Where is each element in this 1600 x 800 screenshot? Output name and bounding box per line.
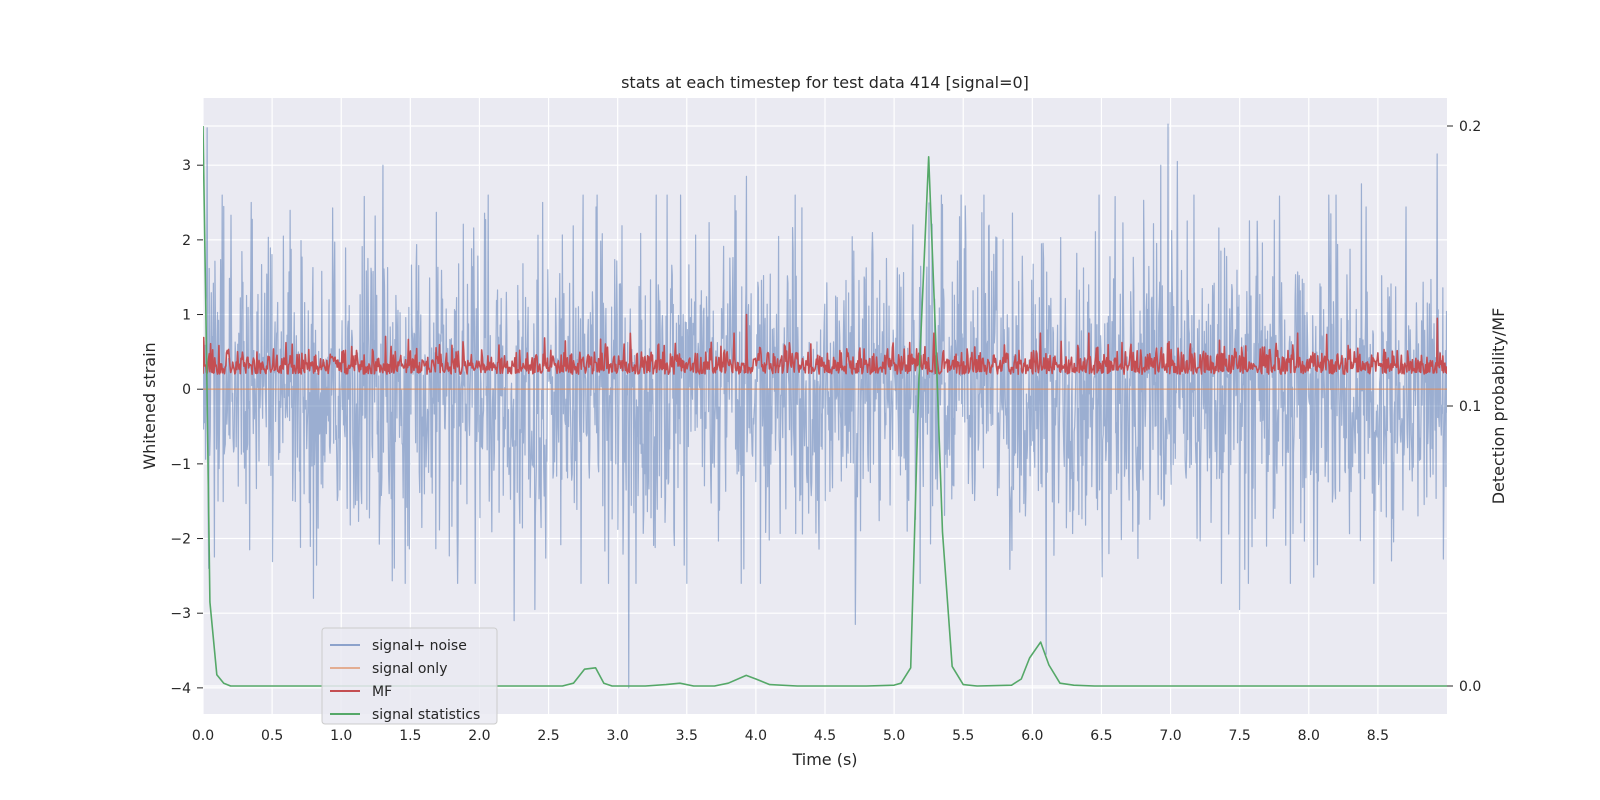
legend-box [321, 627, 498, 725]
chart-title: stats at each timestep for test data 414… [621, 73, 1029, 92]
y-axis-right: 0.2 0.1 0.0 [1447, 119, 1481, 695]
x-tick-label: 2.5 [537, 728, 559, 744]
x-tick-label: 4.0 [745, 728, 767, 744]
y-tick-label: 1 [182, 308, 191, 324]
x-tick-label: 8.0 [1298, 728, 1320, 744]
series-layer [203, 123, 1447, 689]
x-axis-title: Time (s) [791, 750, 857, 769]
y-tick-label: −2 [170, 532, 191, 548]
legend-label-mf: MF [372, 684, 392, 700]
x-tick-label: 3.5 [676, 728, 698, 744]
y-axis-title: Whitened strain [140, 342, 159, 469]
y2-tick-label: 0.2 [1459, 119, 1481, 135]
y-tick-label: −4 [170, 681, 191, 697]
y-tick-label: −3 [170, 606, 191, 622]
y-axis-left: 3 2 1 0 −1 −2 −3 −4 [170, 158, 203, 697]
y-tick-label: 0 [182, 382, 191, 398]
x-tick-label: 1.0 [330, 728, 352, 744]
y-tick-label: 2 [182, 233, 191, 249]
x-tick-label: 8.5 [1367, 728, 1389, 744]
x-tick-label: 0.5 [261, 728, 283, 744]
legend-label-signal-only: signal only [372, 661, 447, 677]
legend: signal+ noise signal only MF signal statist… [321, 627, 498, 725]
x-tick-label: 2.0 [468, 728, 490, 744]
y-tick-label: −1 [170, 457, 191, 473]
x-tick-label: 5.5 [952, 728, 974, 744]
x-tick-label: 3.0 [607, 728, 629, 744]
y2-tick-label: 0.0 [1459, 679, 1481, 695]
x-tick-label: 1.5 [399, 728, 421, 744]
x-tick-label: 5.0 [883, 728, 905, 744]
x-tick-label: 6.5 [1090, 728, 1112, 744]
y2-axis-title: Detection probability/MF [1489, 308, 1508, 505]
legend-label-signal-statistics: signal statistics [372, 707, 480, 723]
series-line-signal-noise [203, 123, 1447, 689]
y-tick-label: 3 [182, 158, 191, 174]
series-line-mf [203, 313, 1447, 376]
x-tick-label: 7.0 [1159, 728, 1181, 744]
legend-label-signal-noise: signal+ noise [372, 638, 467, 654]
x-tick-label: 6.0 [1021, 728, 1043, 744]
x-tick-label: 4.5 [814, 728, 836, 744]
y2-tick-label: 0.1 [1459, 399, 1481, 415]
x-tick-label: 7.5 [1229, 728, 1251, 744]
x-axis: 0.0 0.5 1.0 1.5 2.0 2.5 3.0 3.5 4.0 4.5 5.0 5.5 6.0 6… [192, 728, 1389, 744]
x-tick-label: 0.0 [192, 728, 214, 744]
